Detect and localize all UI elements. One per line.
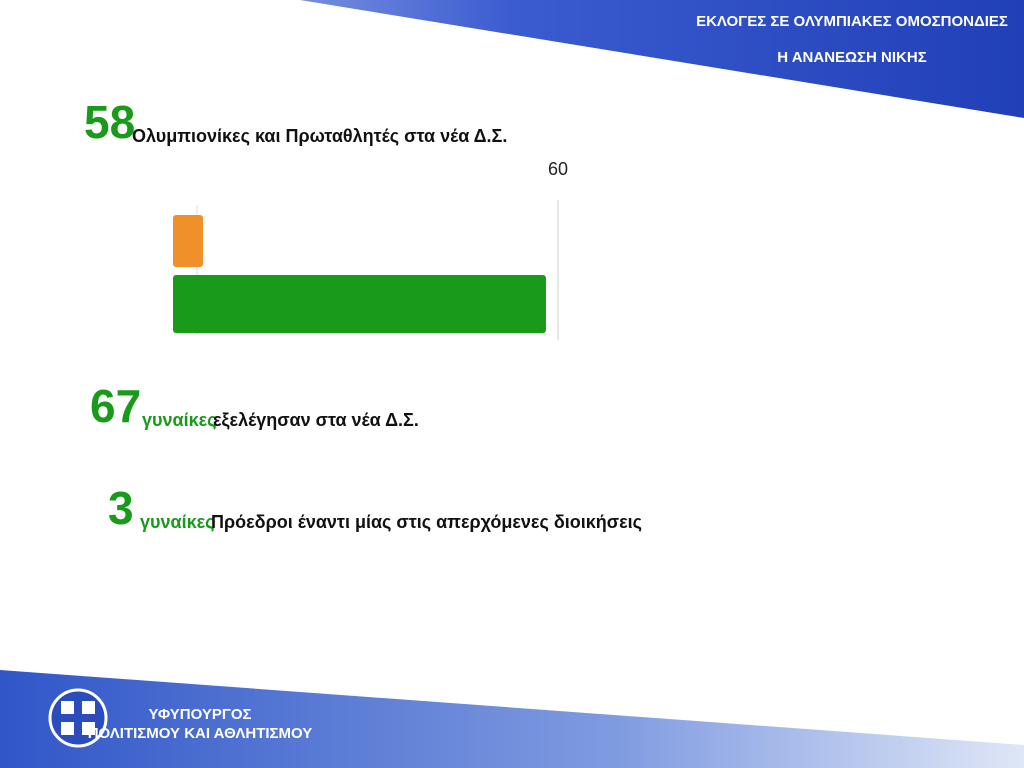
x-tick-label: 60: [548, 159, 568, 179]
header-title: ΕΚΛΟΓΕΣ ΣΕ ΟΛΥΜΠΙΑΚΕΣ ΟΜΟΣΠΟΝΔΙΕΣ: [696, 13, 1008, 30]
emblem: [48, 688, 108, 748]
stat-number: 58: [84, 96, 135, 148]
header-band: [0, 0, 1024, 118]
bar: [173, 215, 204, 267]
stat-number: 3: [108, 482, 134, 534]
bar: [173, 275, 546, 333]
header-subtitle: Η ΑΝΑΝΕΩΣΗ ΝΙΚΗΣ: [777, 49, 926, 66]
footer-line: ΠΟΛΙΤΙΣΜΟΥ ΚΑΙ ΑΘΛΗΤΙΣΜΟΥ: [88, 725, 313, 742]
stat-highlight: γυναίκες: [142, 410, 217, 430]
footer-band: [0, 670, 1024, 768]
stat-text: εξελέγησαν στα νέα Δ.Σ.: [213, 410, 419, 431]
stat-number: 67: [90, 380, 141, 432]
stat-text: Πρόεδροι έναντι μίας στις απερχόμενες δι…: [211, 512, 642, 532]
stat-text: Ολυμπιονίκες και Πρωταθλητές στα νέα Δ.Σ…: [132, 126, 507, 146]
stat-highlight: γυναίκες: [140, 512, 215, 532]
footer-line: ΥΦΥΠΟΥΡΓΟΣ: [148, 706, 251, 723]
